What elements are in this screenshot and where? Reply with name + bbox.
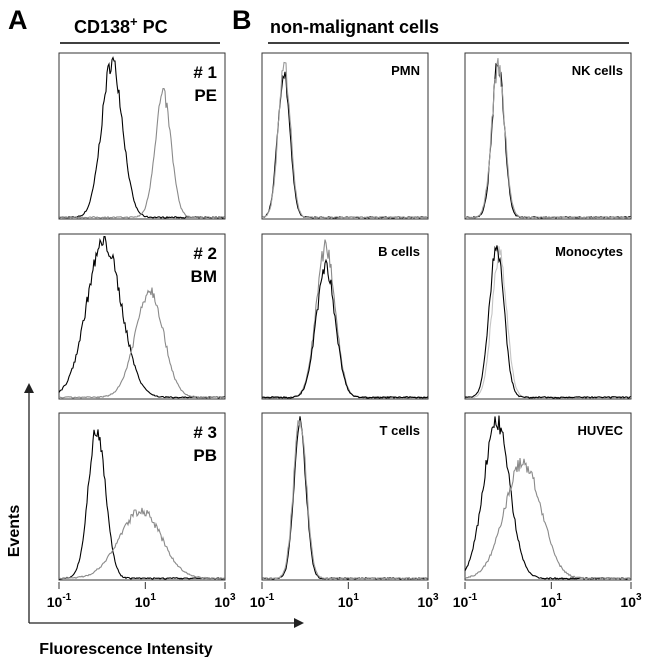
histogram-panel: # 2 BM — [58, 233, 226, 400]
histogram-panel: B cells — [261, 233, 429, 400]
panel-label: # 3 — [193, 423, 217, 442]
plot-frame — [58, 233, 226, 400]
y-axis-label: Events — [6, 505, 23, 558]
panel-label: T cells — [380, 423, 420, 438]
panel-label: # 1 — [193, 63, 217, 82]
x-tick-label: 101 — [541, 592, 563, 610]
x-tick-label: 101 — [135, 592, 157, 610]
panel-a-title: CD138+ PC — [74, 14, 168, 37]
panel-b-letter: B — [232, 5, 252, 35]
panel-label: # 2 — [193, 244, 217, 263]
histogram-curve — [261, 258, 429, 399]
histogram-panel: NK cells — [464, 52, 632, 220]
x-tick-label: 103 — [214, 592, 236, 610]
histogram-curve — [59, 429, 226, 580]
histogram-curve — [261, 420, 429, 580]
histogram-panel: HUVEC 10-1 101 103 — [453, 412, 642, 610]
histogram-curve — [464, 58, 632, 219]
x-tick-label: 10-1 — [47, 592, 72, 610]
histogram-curve — [58, 507, 226, 580]
panel-label: NK cells — [572, 63, 623, 78]
panel-b-title: non-malignant cells — [270, 17, 439, 37]
x-tick-label: 10-1 — [453, 592, 478, 610]
panel-label: PE — [194, 86, 217, 105]
histogram-panel: # 3 PB 10-1 101 103 — [47, 412, 236, 610]
histogram-panel: PMN — [261, 52, 429, 220]
panel-label: BM — [191, 267, 217, 286]
y-axis-arrowhead — [24, 383, 34, 393]
histogram-curve — [58, 87, 226, 219]
histogram-panel: # 1 PE — [58, 52, 226, 220]
plot-frame — [58, 52, 226, 220]
histogram-panel: T cells 10-1 101 103 — [250, 412, 439, 610]
plot-frame — [261, 412, 429, 581]
histogram-curve — [261, 61, 429, 219]
plot-frame — [464, 52, 632, 220]
histogram-panel: Monocytes — [464, 233, 632, 400]
x-axis-arrowhead — [294, 618, 304, 628]
panel-label: PMN — [391, 63, 420, 78]
x-tick-label: 101 — [338, 592, 360, 610]
plot-frame — [464, 233, 632, 400]
histogram-curve — [58, 287, 226, 399]
panel-label: HUVEC — [577, 423, 623, 438]
x-tick-label: 103 — [620, 592, 642, 610]
plot-frame — [261, 233, 429, 400]
panel-label: Monocytes — [555, 244, 623, 259]
plot-frame — [58, 412, 226, 581]
panel-label: PB — [193, 446, 217, 465]
panel-a-letter: A — [8, 5, 28, 35]
x-tick-label: 10-1 — [250, 592, 275, 610]
histogram-curve — [464, 458, 632, 580]
histogram-curve — [464, 245, 631, 399]
plot-frame — [261, 52, 429, 220]
plot-frame — [464, 412, 632, 581]
x-axis-label: Fluorescence Intensity — [39, 641, 212, 657]
panel-label: B cells — [378, 244, 420, 259]
x-tick-label: 103 — [417, 592, 439, 610]
